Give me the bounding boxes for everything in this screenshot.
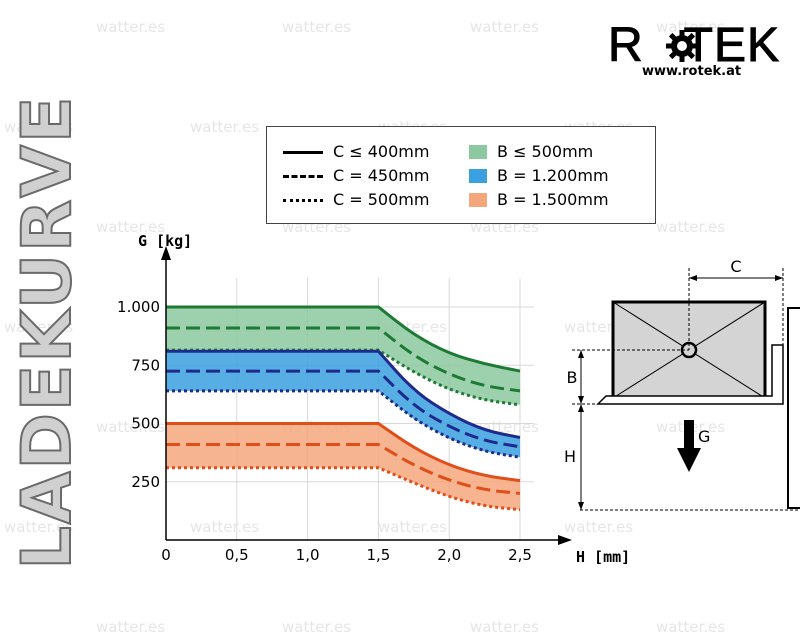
legend-line-label: C ≤ 400mm [333,142,430,161]
b-dim-arrow-bottom [578,396,584,404]
legend-line-dashed [283,175,323,178]
series-line-dashed [166,326,521,393]
brand-name-first-letter: R [608,19,644,73]
legend-band-label: B = 1.200mm [497,166,609,185]
series-line-solid [166,349,521,439]
c-dim-arrow-left [689,275,697,281]
watermark-text: watter.es [96,618,166,636]
brand-name: R TEK [608,18,780,73]
legend-band-swatch [469,145,487,159]
series-line-solid [166,305,521,373]
brand-name-rest: TEK [683,19,781,73]
g-label: G [698,427,710,446]
chart-legend: C ≤ 400mm C = 450mm C = 500mm B ≤ 500mm B = … [266,126,656,224]
legend-band-swatch [469,193,487,207]
watermark-text: watter.es [96,18,166,36]
y-tick-label: 750 [131,356,160,374]
watermark-text: watter.es [656,618,726,636]
watermark-text: watter.es [96,218,166,236]
b-label: B [567,368,578,387]
h-dim-arrow-top [578,404,584,412]
watermark-text: watter.es [656,18,726,36]
legend-band-label: B = 1.500mm [497,190,609,209]
b-dim-arrow-top [578,350,584,358]
watermark-text: watter.es [190,518,260,536]
watermark-text: watter.es [4,118,74,136]
watermark-text: watter.es [378,518,448,536]
g-arrow-shaft [684,420,694,450]
watermark-text: watter.es [656,218,726,236]
x-axis-label: H [mm] [576,548,630,566]
watermark-text: watter.es [4,318,74,336]
series-line-solid [166,422,521,483]
watermark-text: watter.es [4,518,74,536]
y-axis-label: G [kg] [138,232,192,250]
band-1 [166,307,520,405]
series-line-dashed [166,369,521,449]
legend-band-label: B ≤ 500mm [497,142,594,161]
watermark-text: watter.es [190,118,260,136]
band-2 [166,351,520,458]
fork [596,344,784,405]
legend-line-dotted [283,199,323,202]
watermark-text: watter.es [470,18,540,36]
series-line-dashed [166,442,521,495]
watermark-text: watter.es [282,18,352,36]
brand-url[interactable]: www.rotek.at [642,64,742,79]
mast [787,307,800,509]
y-tick-label: 500 [131,415,160,433]
h-dim-arrow-bottom [578,502,584,510]
series-line-dotted [166,466,521,512]
series-line-dotted [166,348,521,407]
brand-logo: R TEK www.rotek.at [600,19,800,86]
legend-line-label: C = 500mm [333,190,430,209]
x-tick-label: 1,5 [366,546,390,564]
x-axis-arrow-icon [558,535,572,545]
legend-line-label: C = 450mm [333,166,430,185]
x-tick-label: 0 [161,546,171,564]
gear-icon [666,30,698,62]
x-tick-label: 1,0 [296,546,320,564]
x-tick-label: 2,5 [508,546,532,564]
g-arrow-head [677,448,701,472]
watermark-text: watter.es [564,518,634,536]
y-axis-arrow-icon [161,246,171,260]
watermark-text: watter.es [282,618,352,636]
y-tick-label: 250 [131,473,160,491]
legend-band-swatch [469,169,487,183]
watermark-text: watter.es [96,418,166,436]
legend-line-solid [283,151,323,154]
c-label: C [730,257,741,276]
h-label: H [564,447,576,466]
watermark-text: watter.es [470,618,540,636]
x-tick-label: 2,0 [437,546,461,564]
series-line-dotted [166,389,521,459]
c-dim-arrow-right [775,275,783,281]
x-tick-label: 0,5 [225,546,249,564]
y-tick-label: 1.000 [117,298,160,316]
brand-name-text: R TEK [608,19,781,73]
